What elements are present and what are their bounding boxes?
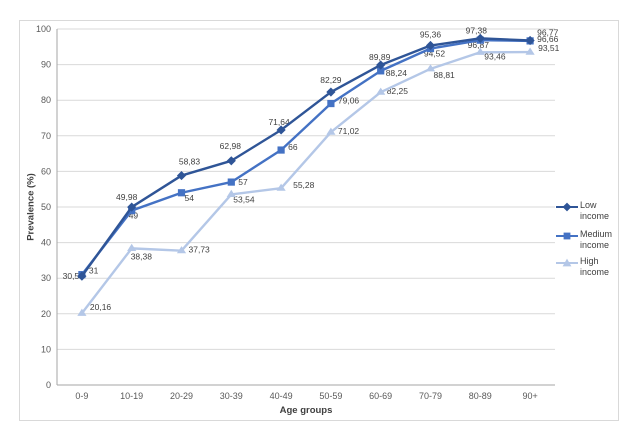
- x-tick-label: 70-79: [419, 391, 442, 401]
- data-label: 88,24: [386, 68, 408, 78]
- data-label: 57: [238, 177, 248, 187]
- x-tick-label: 40-49: [270, 391, 293, 401]
- legend-item-high-income: High income: [556, 256, 624, 278]
- y-tick-label: 10: [41, 344, 51, 354]
- diamond-marker: [425, 40, 436, 51]
- data-label: 62,98: [220, 141, 242, 151]
- triangle-marker: [77, 308, 87, 316]
- x-tick-label: 90+: [522, 391, 537, 401]
- data-label: 82,29: [320, 75, 342, 85]
- data-label: 82,25: [387, 86, 409, 96]
- triangle-legend-swatch-icon: [556, 258, 578, 267]
- x-tick-label: 10-19: [120, 391, 143, 401]
- x-tick-label: 30-39: [220, 391, 243, 401]
- y-tick-label: 0: [46, 380, 51, 390]
- triangle-marker: [475, 47, 485, 55]
- y-tick-label: 50: [41, 202, 51, 212]
- x-tick-label: 0-9: [75, 391, 88, 401]
- series-line-high-income: [80, 50, 531, 314]
- x-tick-label: 20-29: [170, 391, 193, 401]
- data-label: 89,89: [369, 52, 391, 62]
- diamond-marker: [276, 125, 286, 135]
- y-tick-label: 40: [41, 238, 51, 248]
- square-marker: [327, 99, 335, 108]
- data-label: 31: [89, 266, 99, 276]
- data-label: 54: [185, 193, 195, 203]
- legend-item-medium-income: Medium income: [556, 229, 624, 251]
- data-label: 71,64: [268, 117, 290, 127]
- data-label: 88,81: [434, 70, 456, 80]
- square-marker: [377, 67, 385, 75]
- y-tick-label: 60: [41, 166, 51, 176]
- square-marker: [227, 178, 235, 186]
- diamond-marker: [77, 271, 87, 281]
- diamond-legend-swatch-icon: [556, 202, 578, 212]
- diamond-marker: [475, 33, 485, 43]
- data-label: 93,46: [484, 51, 506, 61]
- y-tick-label: 90: [41, 60, 51, 70]
- data-label: 58,83: [179, 157, 201, 167]
- y-tick-label: 100: [36, 24, 51, 34]
- x-axis-title: Age groups: [279, 405, 333, 416]
- data-label: 96,87: [468, 40, 490, 50]
- x-tick-label: 80-89: [469, 391, 492, 401]
- data-label: 94,52: [424, 49, 446, 59]
- legend-label: Low income: [580, 200, 610, 221]
- data-label: 38,38: [131, 251, 153, 261]
- square-legend-swatch-icon: [556, 232, 578, 240]
- data-label: 55,28: [293, 180, 315, 190]
- data-label: 71,02: [338, 126, 360, 136]
- data-label: 66: [288, 142, 298, 152]
- data-label: 93,51: [538, 43, 560, 53]
- data-label: 96,77: [537, 27, 559, 37]
- series-line-low-income: [80, 37, 531, 277]
- x-tick-label: 50-59: [319, 391, 342, 401]
- x-tick-label: 60-69: [369, 391, 392, 401]
- data-label: 97,38: [466, 25, 488, 35]
- diamond-marker: [226, 156, 236, 166]
- y-tick-label: 20: [41, 309, 51, 319]
- triangle-marker: [376, 87, 386, 95]
- legend-label: Medium income: [580, 229, 613, 250]
- data-label: 49,98: [116, 192, 138, 202]
- data-label: 49: [129, 211, 139, 221]
- triangle-marker: [425, 64, 436, 72]
- legend-item-low-income: Low income: [556, 200, 624, 222]
- diamond-marker: [326, 87, 336, 97]
- diamond-marker: [376, 60, 386, 70]
- data-label: 95,36: [420, 30, 442, 40]
- triangle-marker: [226, 189, 236, 197]
- y-tick-label: 80: [41, 95, 51, 105]
- data-label: 53,54: [233, 194, 255, 204]
- data-label: 20,16: [90, 302, 112, 312]
- triangle-marker: [326, 127, 336, 135]
- triangle-marker: [127, 243, 137, 251]
- legend: Low income Medium income High income: [556, 0, 626, 443]
- data-label: 37,73: [189, 245, 211, 255]
- y-tick-label: 30: [41, 273, 51, 283]
- chart-frame: [19, 20, 619, 421]
- triangle-marker: [176, 246, 187, 254]
- data-label: 96,66: [537, 34, 559, 44]
- triangle-marker: [276, 183, 286, 191]
- diamond-marker: [176, 170, 187, 181]
- data-label: 30,58: [63, 271, 85, 281]
- square-marker: [277, 146, 285, 154]
- data-label: 79,06: [338, 96, 360, 106]
- legend-label: High income: [580, 256, 610, 277]
- diamond-marker: [525, 35, 535, 46]
- diamond-marker: [127, 202, 137, 212]
- triangle-marker: [525, 47, 535, 55]
- series-line-medium-income: [80, 38, 531, 276]
- y-axis-title: Prevalence (%): [25, 173, 37, 241]
- square-marker: [177, 189, 186, 197]
- y-tick-label: 70: [41, 131, 51, 141]
